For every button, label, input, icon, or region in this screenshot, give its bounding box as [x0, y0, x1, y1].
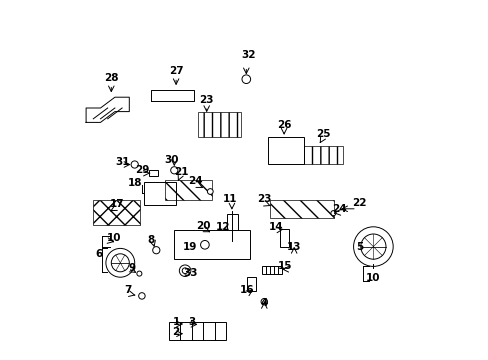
Circle shape: [207, 189, 213, 194]
Text: 33: 33: [183, 269, 197, 279]
Bar: [227, 214, 238, 241]
Bar: [174, 230, 249, 259]
Text: 13: 13: [286, 242, 301, 252]
Bar: [93, 200, 140, 225]
Text: 12: 12: [215, 222, 230, 233]
Circle shape: [131, 161, 138, 168]
Text: 8: 8: [147, 235, 154, 245]
Text: 1: 1: [172, 317, 180, 327]
Circle shape: [242, 75, 250, 84]
Text: 14: 14: [268, 222, 283, 233]
Text: 32: 32: [241, 50, 255, 60]
Text: 31: 31: [115, 157, 130, 167]
Text: 2: 2: [172, 327, 180, 337]
Text: 21: 21: [174, 167, 188, 177]
Text: 6: 6: [95, 249, 102, 260]
Text: 18: 18: [127, 178, 142, 188]
Text: 19: 19: [183, 242, 197, 252]
Circle shape: [330, 211, 335, 216]
Text: 10: 10: [107, 233, 121, 243]
Text: 24: 24: [188, 176, 203, 186]
Bar: [197, 112, 241, 137]
Text: 16: 16: [240, 285, 254, 296]
Circle shape: [152, 247, 160, 254]
Bar: [143, 182, 176, 205]
Circle shape: [106, 248, 134, 277]
Text: 30: 30: [164, 155, 178, 165]
Circle shape: [200, 240, 209, 249]
Text: 15: 15: [277, 261, 291, 271]
Circle shape: [139, 293, 145, 299]
Bar: [303, 146, 343, 164]
Text: 26: 26: [276, 120, 291, 130]
Bar: [269, 200, 334, 218]
Circle shape: [182, 268, 187, 274]
Bar: [261, 266, 281, 274]
Text: 22: 22: [352, 198, 366, 208]
Text: 7: 7: [123, 285, 131, 296]
Circle shape: [111, 254, 129, 272]
Text: 5: 5: [355, 242, 363, 252]
Text: 20: 20: [196, 221, 210, 231]
Circle shape: [179, 265, 190, 276]
Circle shape: [353, 227, 392, 266]
Text: 3: 3: [188, 317, 196, 327]
Bar: [165, 180, 212, 200]
Text: 27: 27: [168, 66, 183, 76]
Text: 28: 28: [104, 73, 118, 83]
Text: 17: 17: [109, 199, 124, 209]
Bar: [247, 277, 256, 291]
Text: 9: 9: [128, 263, 135, 273]
Bar: [279, 229, 288, 247]
Text: 25: 25: [316, 129, 330, 139]
Circle shape: [137, 271, 142, 276]
Text: 4: 4: [260, 298, 267, 308]
FancyBboxPatch shape: [168, 322, 226, 340]
Text: 11: 11: [223, 194, 237, 204]
Circle shape: [170, 167, 178, 174]
Text: 10: 10: [366, 273, 380, 283]
Bar: [267, 137, 303, 164]
Text: 23: 23: [257, 194, 271, 204]
FancyBboxPatch shape: [149, 170, 158, 176]
Circle shape: [360, 234, 385, 259]
Text: 29: 29: [134, 165, 149, 175]
Text: 23: 23: [199, 95, 214, 105]
Text: 24: 24: [332, 204, 346, 215]
Circle shape: [261, 298, 267, 305]
